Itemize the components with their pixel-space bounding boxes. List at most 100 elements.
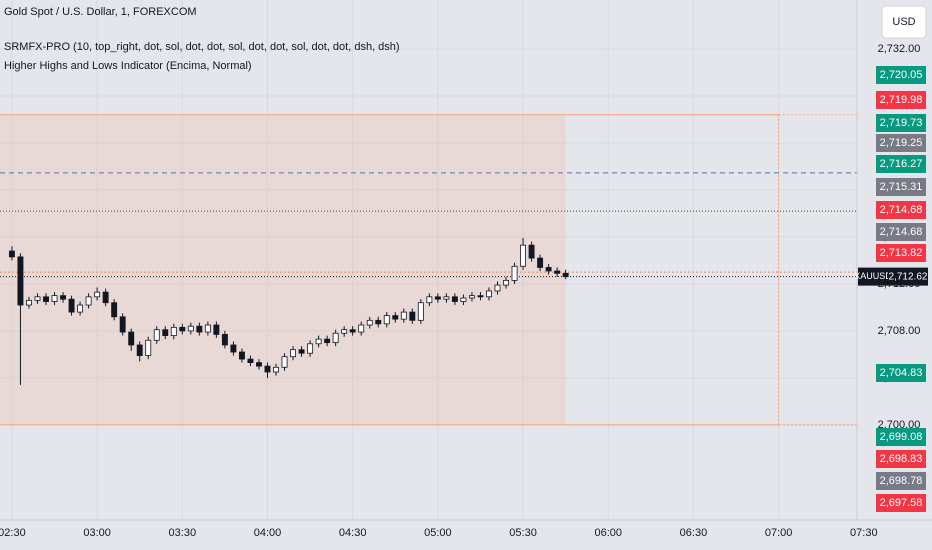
price-badge [876, 364, 926, 382]
price-badge-label: 2,719.98 [880, 94, 923, 106]
candle-body [136, 344, 143, 356]
candle-body [162, 329, 169, 336]
candle-body [349, 329, 356, 333]
candle-body [51, 295, 58, 302]
price-badge-label: 2,698.78 [880, 475, 923, 487]
price-badge [876, 155, 926, 173]
price-badge-label: 2,714.68 [880, 226, 923, 238]
candle-body [409, 311, 416, 321]
candle-body [324, 338, 331, 344]
candle-body [85, 296, 92, 306]
y-tick-label: 2,732.00 [878, 43, 921, 55]
candle-body [94, 291, 101, 298]
candle-body [119, 316, 126, 333]
price-badge [876, 450, 926, 468]
candle-body [298, 349, 305, 354]
candle-body [383, 315, 390, 325]
price-badge [876, 494, 926, 512]
candle-body [434, 296, 441, 300]
x-tick-label: 06:00 [594, 527, 622, 539]
candle-body [486, 290, 492, 298]
x-tick-label: 04:00 [254, 527, 282, 539]
price-badge-label: 2,698.83 [880, 453, 923, 465]
price-badge-label: 2,699.08 [880, 431, 923, 443]
plot-area [0, 0, 857, 520]
candle-body [102, 291, 109, 304]
candle-body [221, 334, 228, 346]
candle-body [375, 319, 382, 325]
candle-body [170, 326, 177, 336]
price-badge-label: 2,715.31 [880, 181, 923, 193]
candle-body [417, 302, 424, 321]
candle-body [332, 332, 339, 344]
candle-body [477, 295, 484, 298]
candle-body [511, 265, 518, 281]
price-badge-label: 2,704.83 [880, 367, 923, 379]
x-tick-label: 03:00 [83, 527, 111, 539]
candle-body [562, 272, 569, 278]
candle-body [264, 365, 271, 373]
candle-body [315, 338, 322, 345]
candle-body [307, 343, 314, 354]
price-badge [876, 178, 926, 196]
x-tick-label: 07:00 [765, 527, 793, 539]
range-shade [0, 114, 566, 425]
candle-body [204, 324, 211, 333]
candle-body [111, 302, 118, 318]
currency-button[interactable] [881, 5, 927, 39]
x-tick-label: 05:00 [424, 527, 452, 539]
price-badge [876, 201, 926, 219]
candle-body [196, 325, 203, 333]
candle-body [230, 344, 237, 353]
indicator-label: SRMFX-PRO (10, top_right, dot, sol, dot,… [4, 41, 400, 53]
y-tick-label: 2,700.00 [878, 419, 921, 431]
chart-title: Gold Spot / U.S. Dollar, 1, FOREXCOM [4, 6, 197, 18]
x-tick-label: 02:30 [0, 527, 26, 539]
candle-body [43, 296, 49, 302]
symbol-label: XAUUSD [854, 271, 892, 281]
candle-body [528, 244, 535, 259]
price-badge-label: 2,720.05 [880, 69, 923, 81]
candle-body [153, 329, 160, 341]
price-badge [876, 91, 926, 109]
candle-body [60, 295, 66, 300]
indicator-label: Higher Highs and Lows Indicator (Encima,… [4, 60, 252, 72]
candle-body [358, 324, 365, 333]
candle-body [187, 325, 194, 332]
candle-body [77, 304, 84, 313]
candle-body [545, 267, 552, 272]
price-badge [876, 428, 926, 446]
candle-body [400, 311, 407, 320]
candle-body [247, 358, 254, 364]
candle-body [443, 296, 450, 300]
x-tick-label: 03:30 [169, 527, 197, 539]
currency-label: USD [892, 16, 915, 28]
candle-body [392, 315, 399, 320]
price-badge-label: 2,716.27 [880, 158, 923, 170]
x-tick-label: 04:30 [339, 527, 367, 539]
x-tick-label: 07:30 [850, 527, 878, 539]
price-badge-label: 2,714.68 [880, 204, 923, 216]
candle-body [554, 270, 561, 274]
candle-body [17, 256, 24, 306]
candle-body [451, 296, 458, 302]
price-badge [876, 472, 926, 490]
candle-body [273, 366, 279, 373]
candle-body [145, 339, 152, 356]
candle-body [281, 356, 288, 368]
candle-body [34, 296, 41, 301]
price-badge [876, 66, 926, 84]
last-price-label: 2,712.62 [889, 271, 928, 282]
price-badge-label: 2,697.58 [880, 497, 923, 509]
candle-body [341, 329, 348, 334]
candle-body [537, 257, 544, 268]
candle-body [503, 279, 509, 286]
candle-body [26, 299, 32, 306]
price-badge-label: 2,719.73 [880, 117, 923, 129]
last-price-badge [888, 267, 928, 286]
price-badge [876, 223, 926, 241]
candle-body [238, 351, 245, 360]
candle-body [460, 297, 467, 302]
